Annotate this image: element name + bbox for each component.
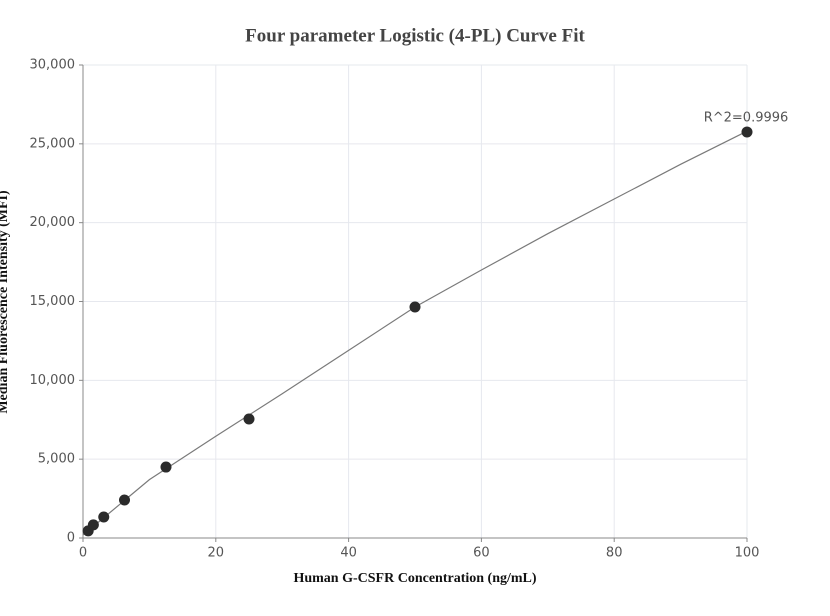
y-tick-label: 25,000 [30,136,76,151]
x-axis-label: Human G-CSFR Concentration (ng/mL) [293,571,536,586]
x-tick-label: 40 [340,546,357,561]
x-tick-label: 20 [208,546,225,561]
x-tick-label: 0 [79,546,87,561]
y-tick-label: 5,000 [38,452,75,467]
chart-title: Four parameter Logistic (4-PL) Curve Fit [245,25,585,46]
x-tick-label: 100 [735,546,760,561]
y-tick-label: 10,000 [30,373,76,388]
data-point [119,494,130,506]
y-tick-label: 20,000 [30,215,76,230]
y-tick-label: 30,000 [30,58,76,73]
x-tick-label: 60 [473,546,490,561]
data-point [160,461,172,473]
data-point [409,301,421,313]
fit-curve [82,130,748,536]
data-point [243,413,255,425]
data-point [741,126,753,138]
y-tick-label: 0 [67,531,75,546]
y-axis-label: Median Fluorescence Intensity (MFI) [0,190,11,414]
annotation: R^2=0.9996 [704,111,789,126]
data-point [87,519,99,531]
y-tick-label: 15,000 [30,294,76,309]
data-point [98,511,110,523]
x-tick-label: 80 [606,546,623,561]
